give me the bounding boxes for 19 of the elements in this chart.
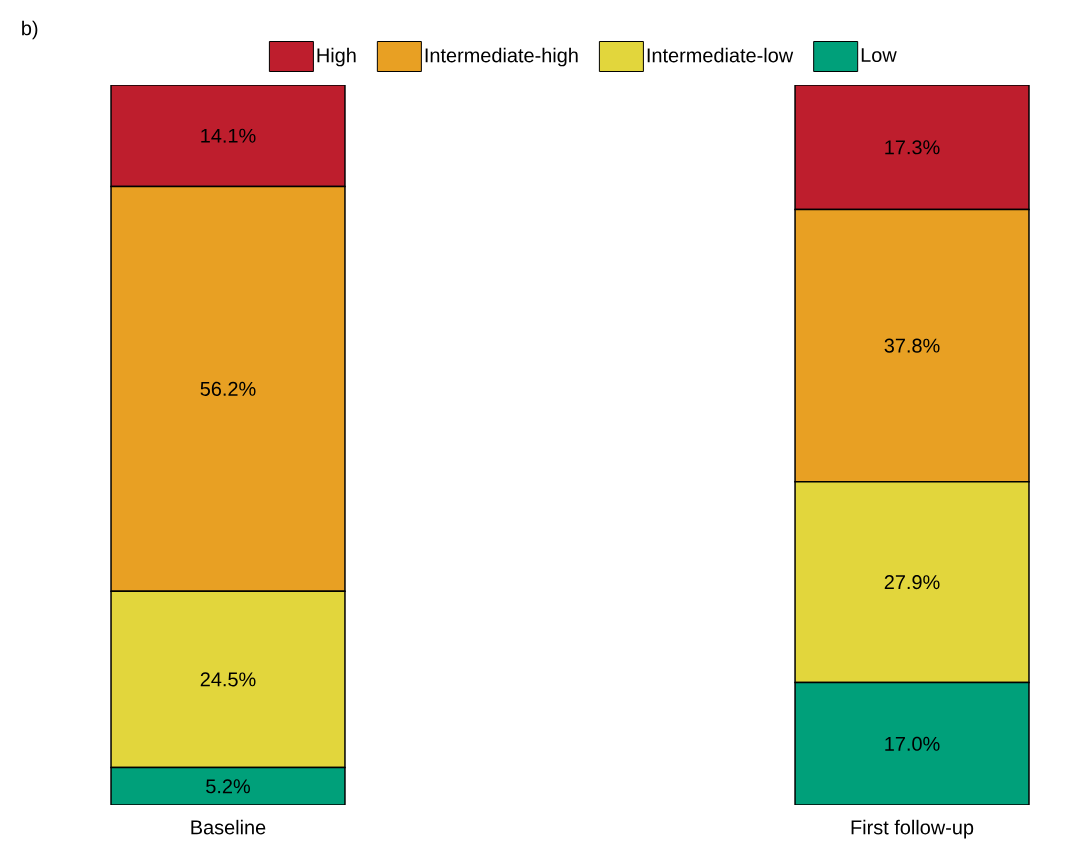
data-label: 17.0% xyxy=(885,736,940,751)
legend-label: Intermediate-low xyxy=(647,47,794,63)
legend-label: Intermediate-high xyxy=(425,47,578,67)
x-tick-label: First follow-up xyxy=(851,819,974,839)
legend-label: High xyxy=(317,47,356,67)
bar xyxy=(794,681,1030,805)
data-label: 24.5% xyxy=(200,672,256,687)
x-tick-label: Baseline xyxy=(191,819,266,835)
data-label: 17.3% xyxy=(885,140,940,155)
text: b) xyxy=(22,20,38,40)
data-label: 37.8% xyxy=(884,338,940,353)
data-label: 14.1% xyxy=(201,128,256,143)
legend-label: Low xyxy=(861,48,897,63)
bar xyxy=(110,84,346,188)
bar xyxy=(794,84,1030,211)
data-label: 5.2% xyxy=(206,779,250,794)
data-label: 56.2% xyxy=(200,381,256,396)
data-label: 27.9% xyxy=(884,575,940,590)
bar xyxy=(110,766,346,805)
